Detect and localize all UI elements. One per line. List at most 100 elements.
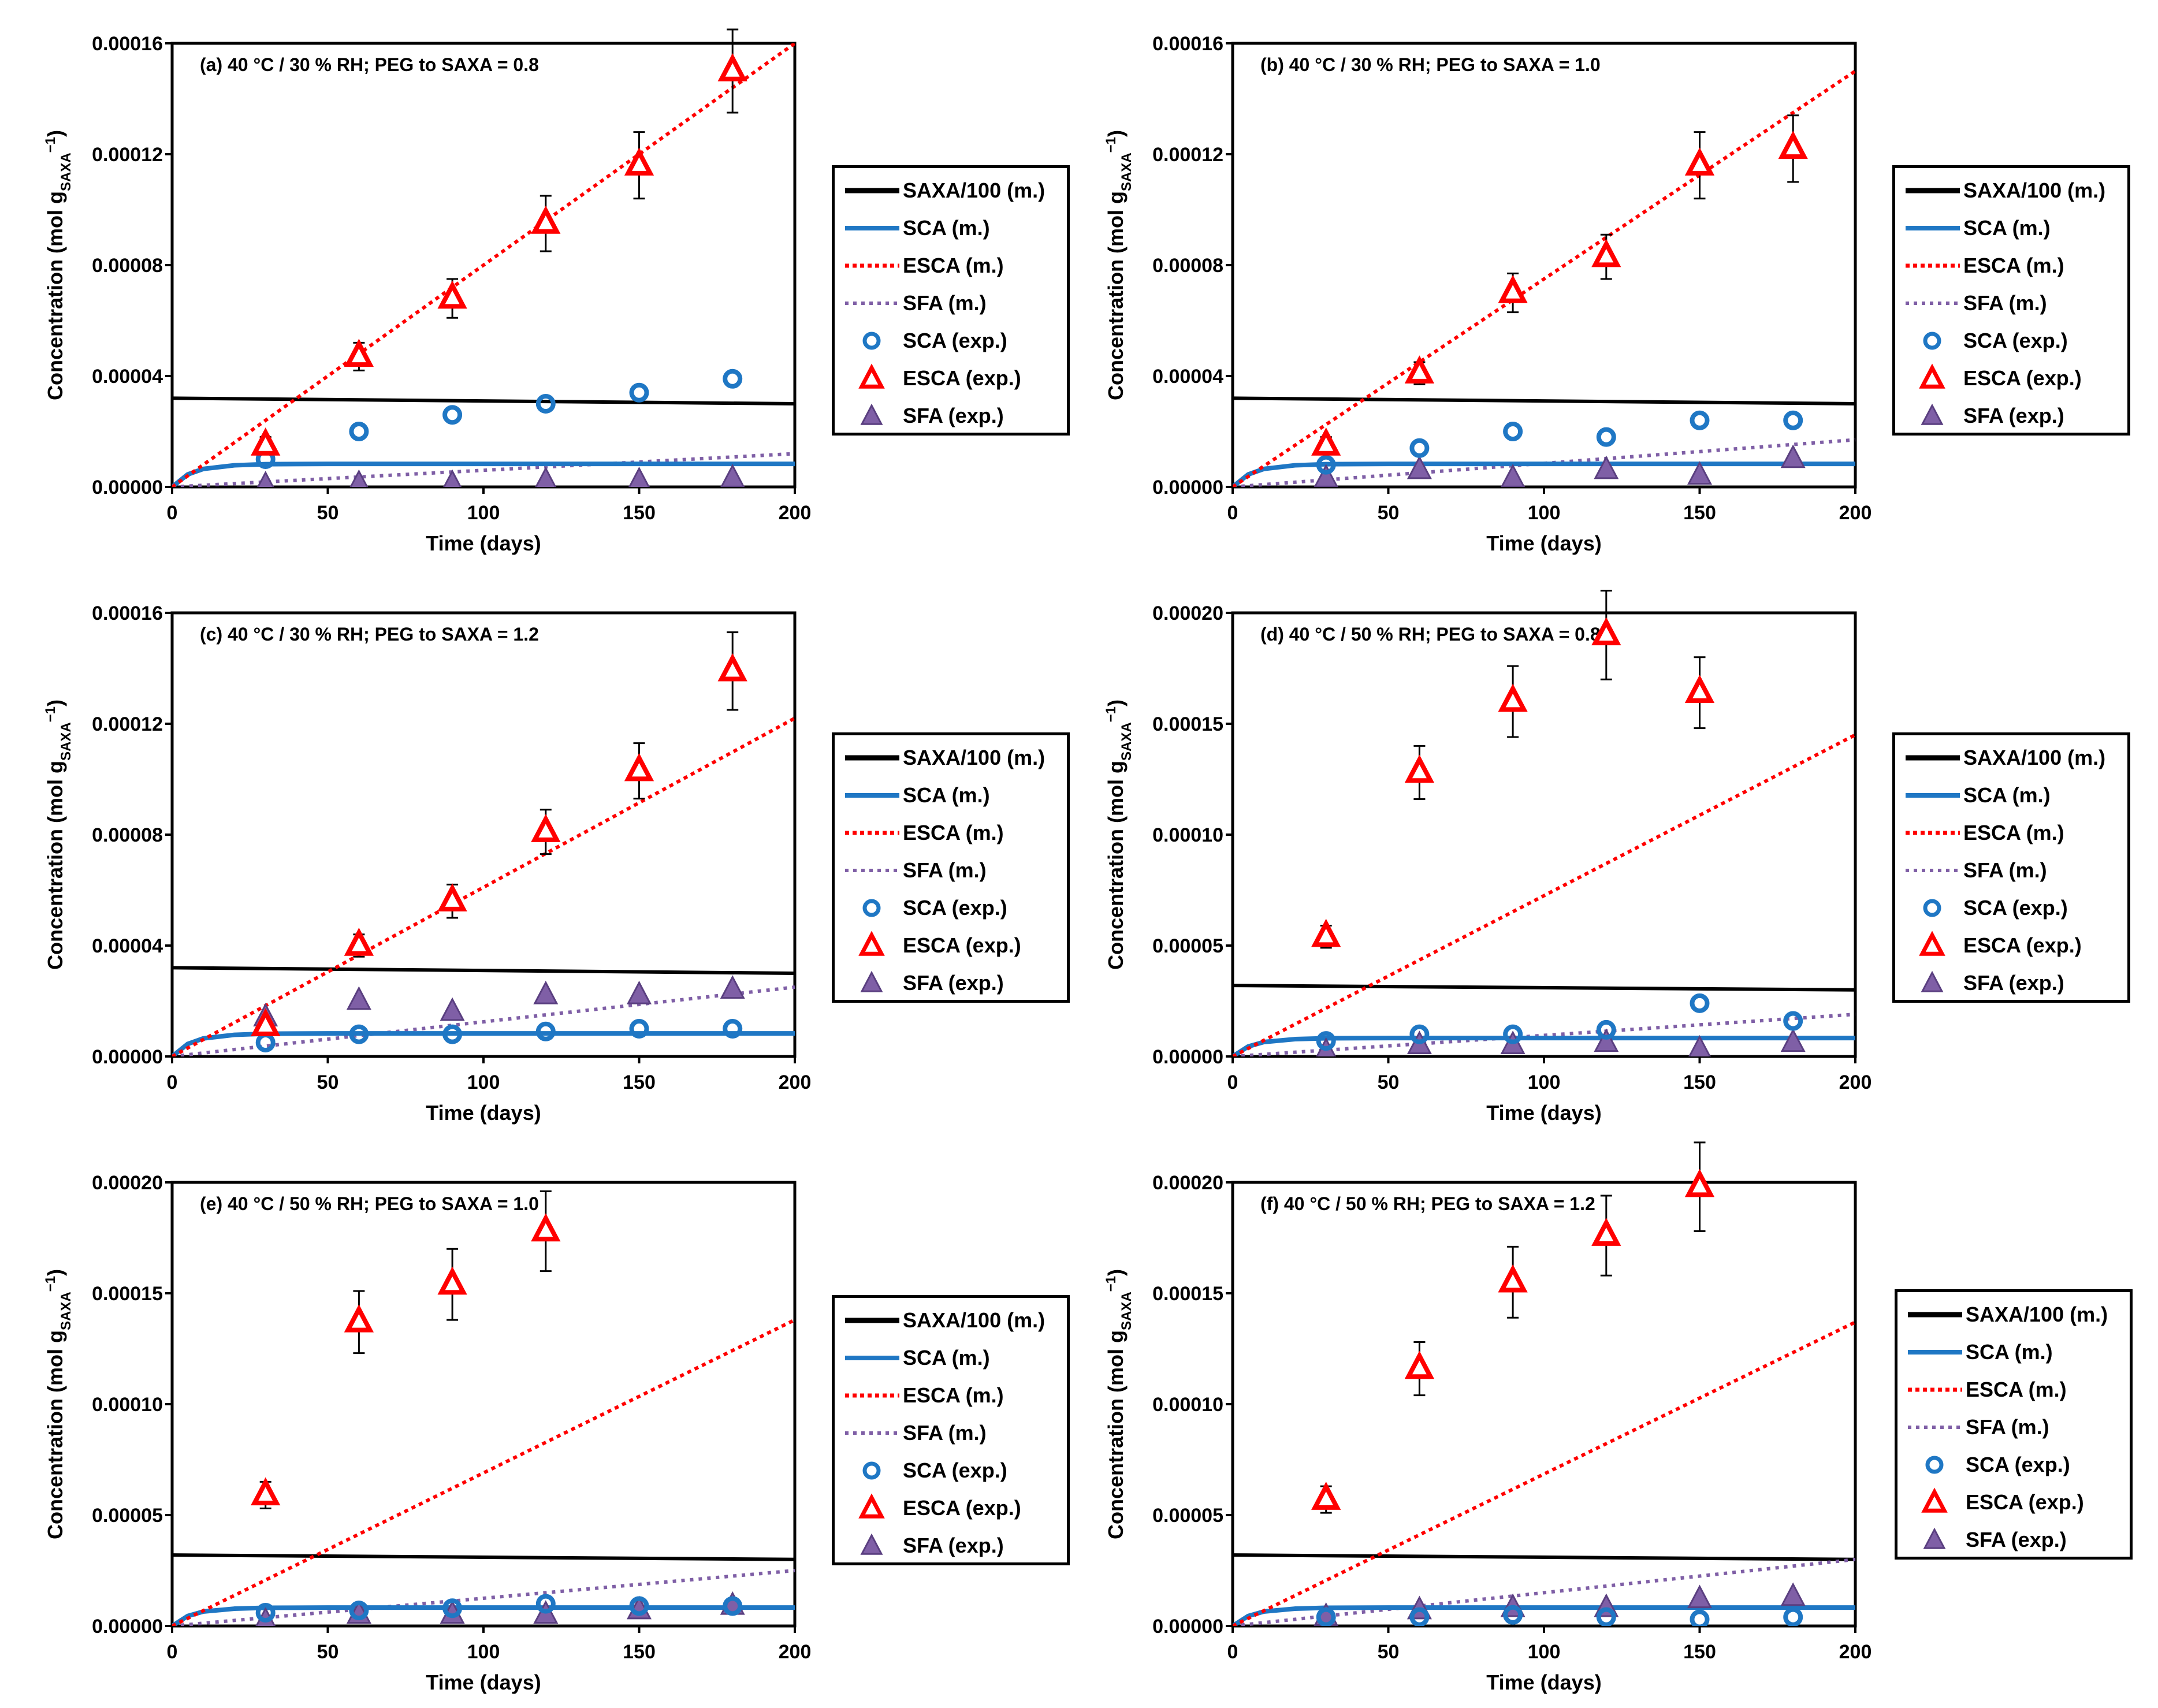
legend-symbol [845, 188, 899, 194]
y-tick-label: 0.00005 [92, 1505, 163, 1527]
sfa-model-line [1233, 1013, 1855, 1056]
sfa-exp-point [1688, 1035, 1711, 1056]
sfa-model-line [1233, 1557, 1855, 1626]
x-tick-label: 200 [779, 502, 812, 524]
sca-exp-point [1783, 1607, 1803, 1626]
esca-exp-point [251, 1477, 281, 1506]
legend-saxa-model: SAXA/100 (m.) [835, 172, 1067, 210]
sfa-exp-point [1687, 461, 1712, 485]
y-axis-label: Concentration (mol gSAXA−1) [43, 1269, 74, 1539]
sca-exp-point [442, 405, 463, 425]
y-axis-label-main: Concentration (mol g [43, 1330, 67, 1539]
chart-title: (c) 40 °C / 30 % RH; PEG to SAXA = 1.2 [200, 624, 539, 645]
sca-exp-point [255, 1033, 276, 1052]
legend-esca-exp: ESCA (exp.) [835, 926, 1067, 965]
legend-label: ESCA (exp.) [1966, 1490, 2084, 1514]
legend-symbol [845, 226, 899, 230]
esca-exp-point [1498, 683, 1528, 712]
legend-sca-exp: SCA (exp.) [835, 322, 1067, 360]
legend-symbol [858, 363, 885, 389]
legend-label: SCA (exp.) [903, 1458, 1007, 1482]
x-axis-label: Time (days) [426, 531, 541, 555]
legend-saxa-model: SAXA/100 (m.) [1895, 172, 2127, 210]
esca-exp-point [344, 928, 374, 956]
sca-exp-point [1690, 993, 1710, 1013]
sca-exp-point [629, 1596, 649, 1616]
sca-exp-point [1316, 455, 1336, 475]
y-tick-label: 0.00010 [1152, 1394, 1223, 1416]
legend-esca-model: ESCA (m.) [835, 1376, 1067, 1415]
x-tick-label: 150 [623, 1071, 656, 1093]
esca-exp-point [1498, 275, 1528, 303]
sca-exp-point [1316, 1031, 1336, 1051]
legend-label: SAXA/100 (m.) [903, 746, 1045, 769]
legend-esca-triangle-icon [858, 931, 885, 956]
legend-esca-triangle-icon [1919, 931, 1945, 956]
legend-sca-model: SCA (m.) [835, 776, 1067, 814]
legend-esca-model: ESCA (m.) [1897, 1371, 2130, 1409]
legend-esca-model: ESCA (m.) [1895, 247, 2127, 285]
legend-esca-exp: ESCA (exp.) [1895, 359, 2127, 397]
sca-exp-point [442, 1024, 463, 1044]
esca-model-line [1233, 1320, 1855, 1626]
legend-sca-exp: SCA (exp.) [1897, 1446, 2130, 1484]
y-axis-label-sup: −1 [43, 137, 58, 152]
legend-esca-triangle-icon [1921, 1487, 1948, 1513]
y-tick-label: 0.00004 [92, 366, 163, 388]
x-axis-label: Time (days) [426, 1101, 541, 1125]
sca-exp-point [1596, 427, 1616, 447]
legend-esca-exp: ESCA (exp.) [835, 1489, 1067, 1527]
legend-symbol [1923, 899, 1941, 917]
y-axis-label-close: ) [43, 699, 67, 706]
legend-sfa-model: SFA (m.) [1895, 284, 2127, 322]
legend-symbol [845, 869, 899, 872]
esca-exp-point [1311, 1482, 1341, 1510]
y-axis-label-main: Concentration (mol g [1104, 191, 1128, 400]
legend-symbol [845, 793, 899, 798]
legend-sca-circle-icon [862, 332, 881, 350]
sca-exp-point [723, 1019, 743, 1039]
chart-title: (f) 40 °C / 50 % RH; PEG to SAXA = 1.2 [1260, 1193, 1595, 1214]
legend-symbol [1919, 931, 1945, 956]
legend-symbol [1919, 363, 1945, 389]
series-group [1233, 69, 1855, 487]
legend-symbol [858, 931, 885, 956]
legend-label: ESCA (m.) [903, 1383, 1004, 1407]
legend-sfa-model: SFA (m.) [1897, 1408, 2130, 1446]
legend-esca-exp: ESCA (exp.) [1895, 926, 2127, 965]
legend-symbol [1921, 403, 1944, 425]
legend-esca-model: ESCA (m.) [835, 814, 1067, 852]
x-tick-label: 200 [1839, 502, 1872, 524]
y-axis-label-close: ) [1104, 699, 1128, 706]
sca-exp-point [1503, 422, 1523, 441]
legend-label: SFA (m.) [903, 858, 987, 882]
y-axis-label-main: Concentration (mol g [1104, 761, 1128, 970]
esca-exp-point [717, 53, 747, 81]
esca-exp-point [1591, 617, 1621, 646]
legend-sfa-exp: SFA (exp.) [1895, 964, 2127, 1002]
esca-exp-point [251, 1008, 281, 1036]
legend-symbol [1921, 1487, 1948, 1513]
x-tick-label: 150 [623, 1641, 656, 1663]
legend-label: SFA (exp.) [903, 404, 1004, 427]
sca-exp-point [1409, 438, 1430, 458]
sca-exp-point [1690, 410, 1710, 430]
y-axis-label: Concentration (mol gSAXA−1) [43, 699, 74, 970]
legend-symbol [1925, 1456, 1944, 1474]
chart-f: 0 50 100 150 200 0.00000 0.00005 0.00010 0.00015… [1079, 1139, 2158, 1708]
y-tick-label: 0.00004 [1152, 366, 1223, 388]
legend-label: ESCA (m.) [1963, 821, 2064, 844]
sca-exp-point [629, 1019, 649, 1039]
y-axis-label-close: ) [43, 130, 67, 137]
sca-exp-point [1503, 1605, 1523, 1625]
chart-title: (e) 40 °C / 50 % RH; PEG to SAXA = 1.0 [200, 1193, 539, 1214]
sca-exp-point [535, 1594, 556, 1614]
legend-symbol [845, 263, 899, 268]
x-tick-label: 100 [467, 1641, 500, 1663]
x-tick-label: 150 [1683, 1641, 1716, 1663]
legend-sca-circle-icon [1923, 332, 1941, 350]
sfa-model-line [172, 985, 795, 1056]
esca-exp-point [437, 280, 467, 309]
saxa-model-line [172, 1553, 795, 1561]
sca-exp-point [1783, 1011, 1803, 1031]
